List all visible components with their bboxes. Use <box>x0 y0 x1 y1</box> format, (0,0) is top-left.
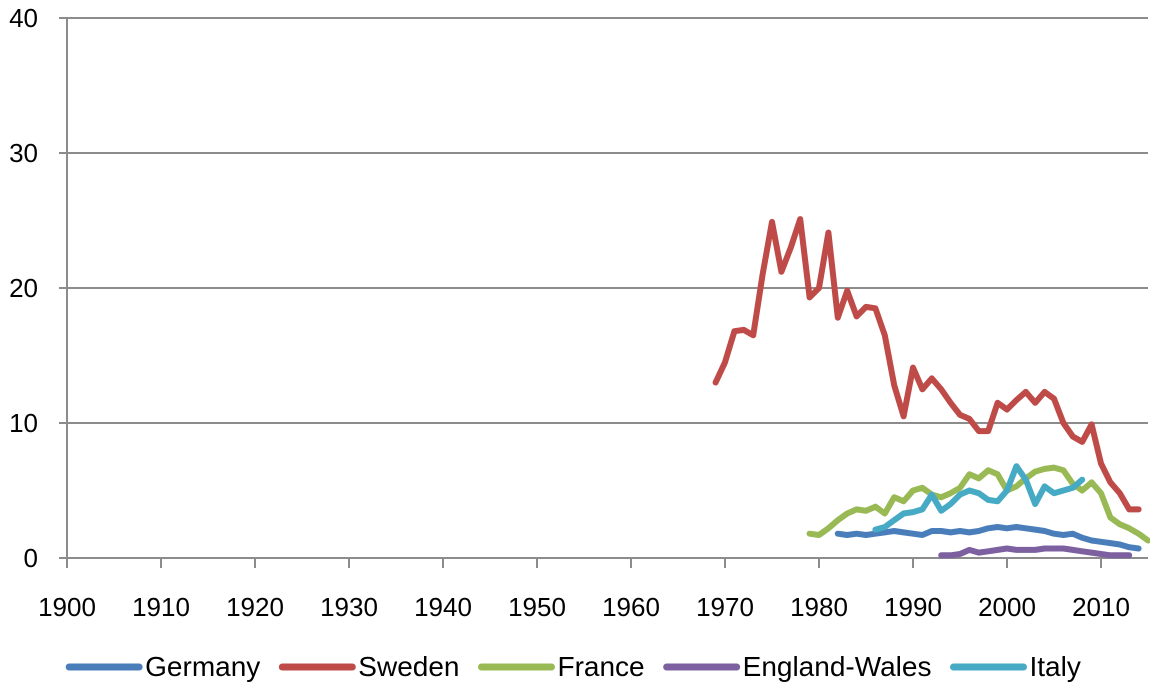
series-line-sweden <box>712 216 1142 513</box>
x-tick-label: 1950 <box>508 592 566 622</box>
legend-item-germany: Germany <box>65 651 260 682</box>
legend: Germany Sweden France England-Wales Italy <box>65 651 1081 682</box>
series-line-england-wales <box>938 545 1133 559</box>
x-tick-label: 1960 <box>602 592 660 622</box>
y-tick-label: 20 <box>9 273 38 303</box>
x-tick-label: 1930 <box>320 592 378 622</box>
y-axis-tick-labels: 0 10 20 30 40 <box>9 3 38 573</box>
x-tick-label: 1910 <box>132 592 190 622</box>
series-line-france <box>806 464 1150 544</box>
axes <box>59 17 1148 568</box>
legend-label-france: France <box>557 651 644 682</box>
x-tick-label: 2010 <box>1072 592 1130 622</box>
y-tick-label: 0 <box>24 543 38 573</box>
series-line-germany <box>834 524 1142 552</box>
x-tick-label: 2000 <box>978 592 1036 622</box>
y-tick-label: 40 <box>9 3 38 33</box>
x-tick-label: 1940 <box>414 592 472 622</box>
legend-item-sweden: Sweden <box>278 651 459 682</box>
x-tick-label: 1900 <box>38 592 96 622</box>
legend-item-italy: Italy <box>949 651 1081 682</box>
x-tick-label: 1990 <box>884 592 942 622</box>
y-tick-label: 30 <box>9 138 38 168</box>
legend-label-england-wales: England-Wales <box>743 651 932 682</box>
legend-item-france: France <box>477 651 645 682</box>
legend-label-italy: Italy <box>1029 651 1080 682</box>
x-tick-label: 1980 <box>790 592 848 622</box>
series-lines <box>712 216 1150 559</box>
legend-label-sweden: Sweden <box>358 651 459 682</box>
series-line-italy <box>872 463 1086 533</box>
legend-item-england-wales: England-Wales <box>663 651 932 682</box>
legend-label-germany: Germany <box>145 651 260 682</box>
gridlines <box>67 17 1148 424</box>
x-axis-tick-labels: 1900 1910 1920 1930 1940 1950 1960 1970 1980 1990… <box>38 592 1130 622</box>
x-tick-label: 1920 <box>226 592 284 622</box>
x-tick-label: 1970 <box>696 592 754 622</box>
y-tick-label: 10 <box>9 408 38 438</box>
